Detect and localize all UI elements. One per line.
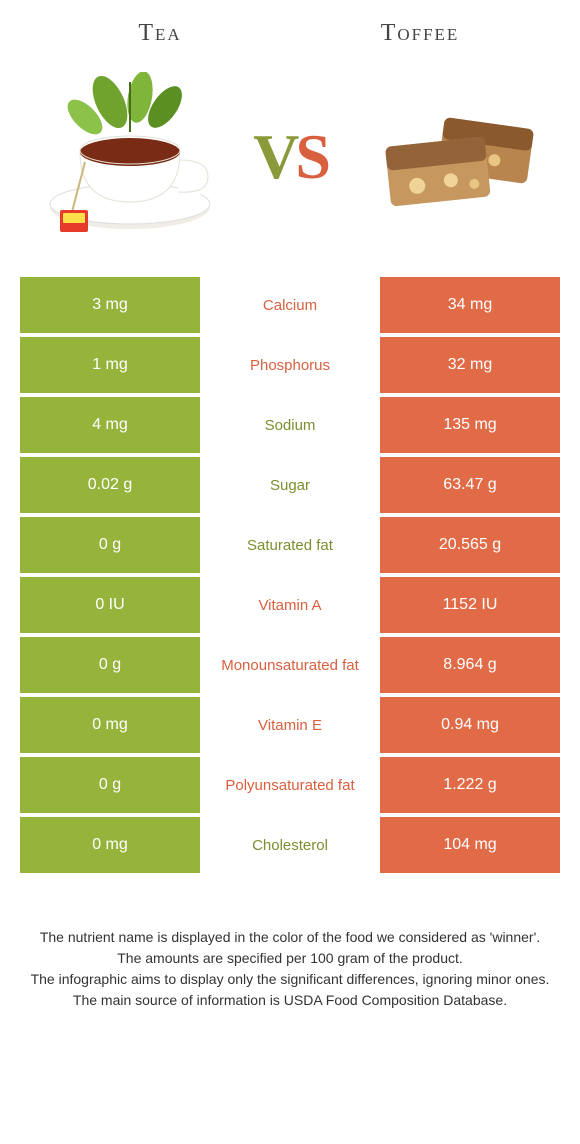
right-value: 0.94 mg — [380, 697, 560, 753]
right-value: 135 mg — [380, 397, 560, 453]
table-row: 0 mgCholesterol104 mg — [20, 817, 560, 877]
left-value: 0 g — [20, 517, 200, 573]
right-value: 8.964 g — [380, 637, 560, 693]
nutrient-label: Sodium — [200, 397, 380, 453]
nutrient-label: Polyunsaturated fat — [200, 757, 380, 813]
left-value: 0 g — [20, 757, 200, 813]
table-row: 0 gPolyunsaturated fat1.222 g — [20, 757, 560, 817]
table-row: 3 mgCalcium34 mg — [20, 277, 560, 337]
toffee-image — [350, 72, 550, 242]
nutrient-label: Calcium — [200, 277, 380, 333]
right-value: 1.222 g — [380, 757, 560, 813]
left-value: 0.02 g — [20, 457, 200, 513]
right-value: 20.565 g — [380, 517, 560, 573]
right-value: 63.47 g — [380, 457, 560, 513]
table-row: 0 gSaturated fat20.565 g — [20, 517, 560, 577]
left-value: 1 mg — [20, 337, 200, 393]
right-value: 1152 IU — [380, 577, 560, 633]
table-row: 0 gMonounsaturated fat8.964 g — [20, 637, 560, 697]
footer-line-1: The nutrient name is displayed in the co… — [30, 927, 550, 948]
left-value: 0 mg — [20, 697, 200, 753]
table-row: 0 IUVitamin A1152 IU — [20, 577, 560, 637]
vs-s: S — [295, 121, 327, 192]
table-row: 0 mgVitamin E0.94 mg — [20, 697, 560, 757]
right-value: 104 mg — [380, 817, 560, 873]
hero-row: VS — [0, 57, 580, 277]
nutrient-label: Vitamin A — [200, 577, 380, 633]
right-value: 32 mg — [380, 337, 560, 393]
nutrient-label: Sugar — [200, 457, 380, 513]
left-value: 3 mg — [20, 277, 200, 333]
table-row: 1 mgPhosphorus32 mg — [20, 337, 560, 397]
footer-line-4: The main source of information is USDA F… — [30, 990, 550, 1011]
vs-label: VS — [253, 120, 327, 194]
nutrient-label: Vitamin E — [200, 697, 380, 753]
footer-notes: The nutrient name is displayed in the co… — [30, 927, 550, 1011]
table-row: 4 mgSodium135 mg — [20, 397, 560, 457]
right-title: Toffee — [290, 20, 550, 47]
left-value: 0 g — [20, 637, 200, 693]
left-title: Tea — [30, 20, 290, 47]
table-row: 0.02 gSugar63.47 g — [20, 457, 560, 517]
nutrient-label: Phosphorus — [200, 337, 380, 393]
tea-image — [30, 72, 230, 242]
left-value: 0 mg — [20, 817, 200, 873]
vs-v: V — [253, 121, 295, 192]
left-value: 4 mg — [20, 397, 200, 453]
right-value: 34 mg — [380, 277, 560, 333]
left-value: 0 IU — [20, 577, 200, 633]
footer-line-3: The infographic aims to display only the… — [30, 969, 550, 990]
comparison-table: 3 mgCalcium34 mg1 mgPhosphorus32 mg4 mgS… — [20, 277, 560, 877]
footer-line-2: The amounts are specified per 100 gram o… — [30, 948, 550, 969]
title-row: Tea Toffee — [0, 0, 580, 57]
nutrient-label: Monounsaturated fat — [200, 637, 380, 693]
nutrient-label: Saturated fat — [200, 517, 380, 573]
nutrient-label: Cholesterol — [200, 817, 380, 873]
